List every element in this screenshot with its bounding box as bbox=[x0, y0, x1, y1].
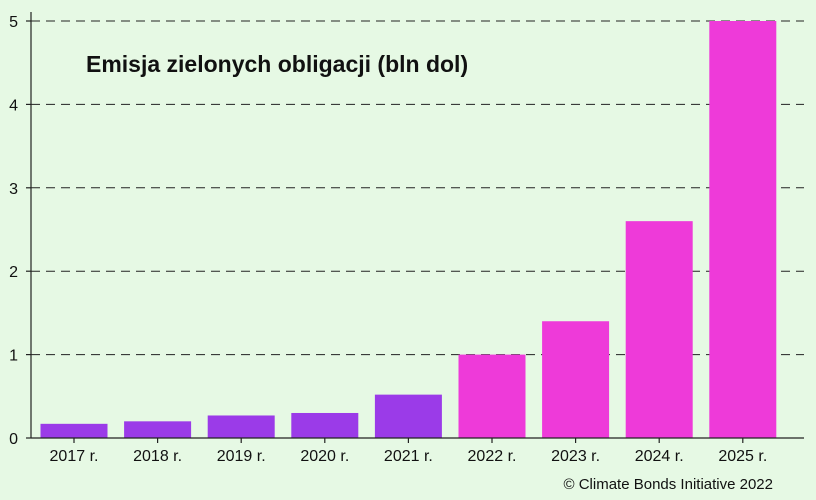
bar-2023-r bbox=[542, 321, 610, 438]
y-tick-label: 4 bbox=[9, 97, 18, 114]
y-tick-label: 5 bbox=[9, 14, 18, 31]
bar-2021-r bbox=[374, 394, 442, 438]
x-tick-label: 2025 r. bbox=[718, 448, 767, 465]
source-credit: © Climate Bonds Initiative 2022 bbox=[564, 476, 774, 493]
axes bbox=[30, 12, 804, 439]
y-tick-labels: 0 1 2 3 4 5 bbox=[9, 14, 31, 448]
bar-2024-r bbox=[625, 221, 693, 438]
bar-2022-r bbox=[458, 354, 526, 438]
x-tick-label: 2020 r. bbox=[300, 448, 349, 465]
bar-2018-r bbox=[124, 421, 192, 438]
y-tick-label: 3 bbox=[9, 181, 18, 198]
y-tick-label: 1 bbox=[9, 348, 18, 365]
bar-2020-r bbox=[291, 412, 359, 438]
x-tick-label: 2023 r. bbox=[551, 448, 600, 465]
gridlines bbox=[31, 20, 804, 356]
bar-2017-r bbox=[40, 423, 108, 438]
x-tick-label: 2018 r. bbox=[133, 448, 182, 465]
x-tick-label: 2024 r. bbox=[635, 448, 684, 465]
y-tick-label: 2 bbox=[9, 264, 18, 281]
x-tick-label: 2017 r. bbox=[50, 448, 99, 465]
chart-title: Emisja zielonych obligacji (bln dol) bbox=[86, 51, 468, 77]
x-tick-labels: 2017 r. 2018 r. 2019 r. 2020 r. 2021 r. 2022 … bbox=[50, 438, 767, 465]
bars bbox=[40, 21, 777, 438]
y-tick-label: 0 bbox=[9, 431, 18, 448]
x-tick-label: 2019 r. bbox=[217, 448, 266, 465]
bar-2025-r bbox=[709, 21, 777, 438]
bar-2019-r bbox=[207, 415, 275, 438]
x-tick-label: 2022 r. bbox=[468, 448, 517, 465]
x-tick-label: 2021 r. bbox=[384, 448, 433, 465]
